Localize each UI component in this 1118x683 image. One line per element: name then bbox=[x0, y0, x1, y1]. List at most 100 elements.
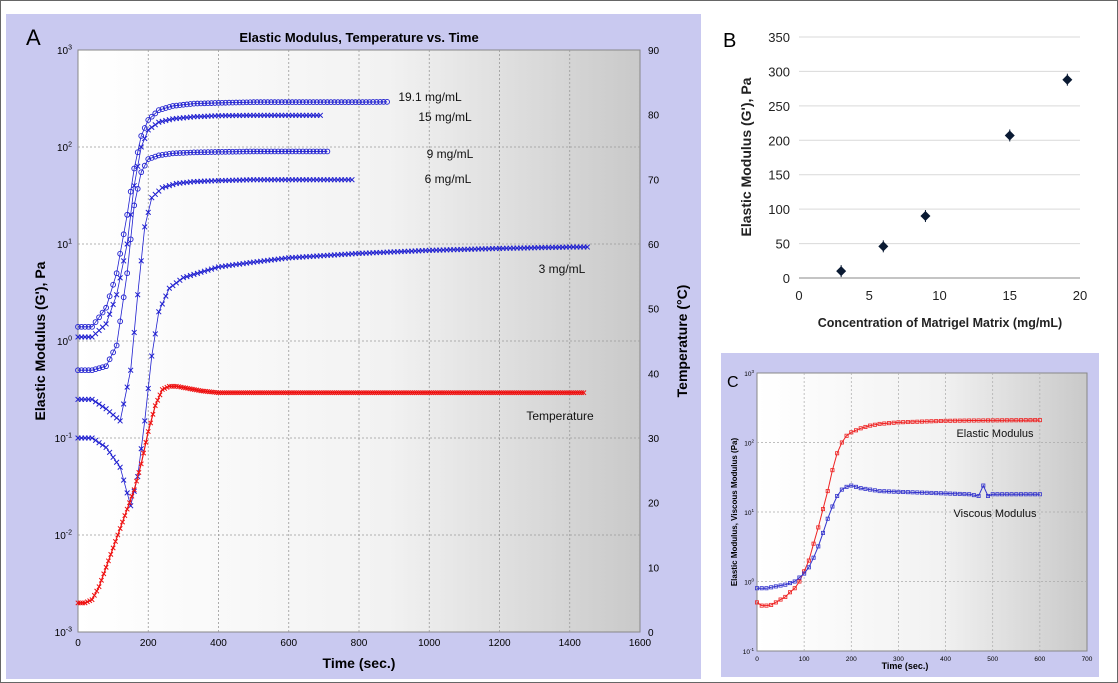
series-marker bbox=[486, 390, 492, 396]
series-marker bbox=[230, 390, 236, 396]
series-marker bbox=[849, 483, 854, 488]
series-marker bbox=[995, 418, 1000, 423]
series-marker bbox=[219, 99, 225, 106]
series-marker bbox=[363, 390, 369, 396]
series-marker bbox=[574, 390, 581, 396]
series-marker bbox=[934, 491, 939, 496]
series-marker bbox=[467, 390, 473, 396]
series-marker bbox=[428, 390, 434, 396]
series-marker bbox=[755, 600, 760, 605]
series-marker bbox=[148, 420, 154, 426]
y-tick-label: 10-3 bbox=[55, 627, 72, 640]
series-marker bbox=[403, 390, 409, 396]
series-marker bbox=[317, 112, 324, 119]
series-marker bbox=[361, 390, 367, 396]
series-marker bbox=[89, 323, 95, 330]
series-marker bbox=[321, 390, 327, 396]
series-marker bbox=[536, 390, 543, 396]
series-marker bbox=[306, 99, 313, 105]
series-marker bbox=[314, 390, 321, 396]
series-marker bbox=[891, 489, 896, 494]
series-marker bbox=[915, 490, 920, 495]
series-marker bbox=[253, 390, 259, 396]
y-tick-label: 100 bbox=[744, 578, 754, 587]
series-marker bbox=[138, 133, 145, 139]
series-marker bbox=[264, 148, 271, 155]
series-marker bbox=[382, 390, 388, 396]
series-marker bbox=[170, 282, 176, 289]
series-marker bbox=[159, 185, 166, 191]
series-marker bbox=[910, 490, 915, 495]
series-marker bbox=[854, 484, 859, 489]
series-marker bbox=[967, 492, 972, 497]
series-marker bbox=[802, 571, 807, 576]
series-marker bbox=[143, 439, 149, 445]
panel-label: B bbox=[723, 30, 736, 52]
series-marker bbox=[117, 275, 123, 281]
series-marker bbox=[82, 367, 88, 374]
series-marker bbox=[456, 390, 462, 396]
series-marker bbox=[145, 117, 152, 123]
series-marker bbox=[156, 309, 162, 315]
y2-tick-label: 70 bbox=[648, 175, 660, 186]
series-marker bbox=[317, 390, 323, 396]
series-marker bbox=[349, 176, 355, 183]
series-marker bbox=[811, 555, 816, 560]
series-marker bbox=[194, 100, 201, 107]
series-marker bbox=[289, 99, 296, 105]
series-marker bbox=[345, 99, 352, 105]
series-marker bbox=[191, 100, 197, 107]
series-marker bbox=[159, 106, 166, 112]
series-marker bbox=[271, 99, 278, 105]
series-marker bbox=[96, 314, 102, 321]
series-marker bbox=[352, 390, 359, 396]
y-axis-label: Elastic Modulus (G'), Pa bbox=[738, 77, 754, 236]
series-marker bbox=[278, 99, 285, 105]
series-marker bbox=[159, 152, 166, 158]
x-tick-label: 1400 bbox=[559, 638, 582, 649]
x-axis-label: Concentration of Matrigel Matrix (mg/mL) bbox=[818, 316, 1062, 330]
series-marker bbox=[234, 390, 240, 396]
series-marker bbox=[773, 600, 778, 605]
series-marker bbox=[943, 491, 948, 496]
series-marker bbox=[244, 390, 250, 396]
series-marker bbox=[384, 390, 390, 396]
series-marker bbox=[219, 149, 225, 155]
series-marker bbox=[1033, 418, 1038, 423]
series-marker bbox=[581, 390, 587, 396]
series-marker bbox=[433, 390, 439, 396]
x-tick-label: 5 bbox=[866, 288, 873, 303]
series-marker bbox=[769, 585, 774, 590]
series-marker bbox=[376, 390, 382, 396]
series-marker bbox=[163, 293, 169, 299]
series-marker bbox=[257, 148, 264, 155]
series-marker bbox=[127, 212, 134, 218]
series-marker bbox=[532, 390, 538, 396]
y2-tick-label: 40 bbox=[648, 369, 660, 380]
series-line bbox=[78, 151, 328, 371]
series-marker bbox=[369, 390, 375, 396]
x-tick-label: 700 bbox=[1082, 656, 1093, 663]
series-marker bbox=[127, 236, 134, 243]
series-marker bbox=[149, 124, 155, 131]
series-marker bbox=[356, 99, 362, 105]
series-marker bbox=[268, 390, 274, 396]
x-tick-label: 600 bbox=[280, 638, 297, 649]
series-marker bbox=[967, 418, 972, 423]
series-marker bbox=[201, 268, 208, 274]
series-marker bbox=[872, 488, 877, 493]
series-marker bbox=[1033, 492, 1038, 497]
series-marker bbox=[357, 390, 363, 396]
series-marker bbox=[572, 390, 578, 396]
series-marker bbox=[558, 390, 564, 396]
y-tick-label: 103 bbox=[57, 45, 72, 58]
series-marker bbox=[194, 270, 201, 277]
series-marker bbox=[89, 367, 95, 374]
series-marker bbox=[329, 390, 335, 396]
series-marker bbox=[336, 390, 342, 396]
series-marker bbox=[534, 390, 540, 396]
x-tick-label: 20 bbox=[1073, 288, 1087, 303]
x-tick-label: 0 bbox=[755, 656, 759, 663]
series-marker bbox=[82, 323, 88, 330]
x-tick-label: 1200 bbox=[488, 638, 511, 649]
